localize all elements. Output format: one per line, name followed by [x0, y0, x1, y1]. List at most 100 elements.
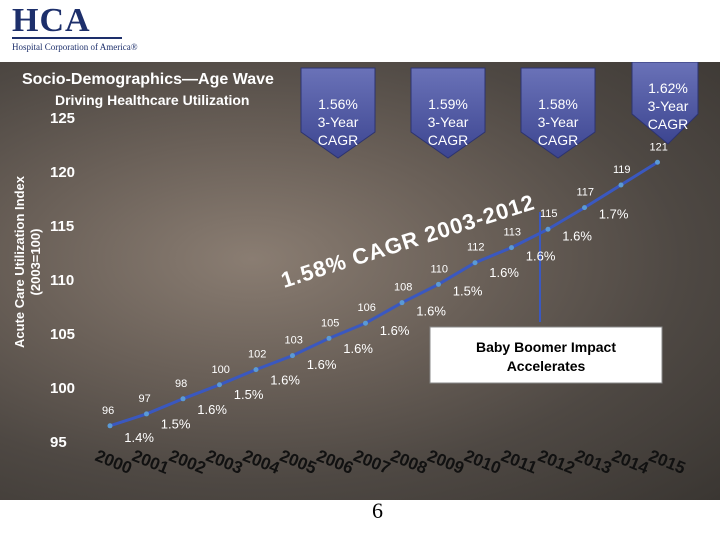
series-line — [109, 161, 659, 428]
cagr-callout-text: 1.56% — [318, 96, 358, 112]
data-point — [290, 353, 295, 359]
y-tick-label: 105 — [50, 326, 75, 343]
growth-label: 1.6% — [270, 373, 300, 388]
data-point — [144, 411, 149, 417]
cagr-callout — [631, 62, 699, 145]
point-value-label: 110 — [431, 263, 449, 275]
point-value-label: 96 — [102, 405, 114, 417]
y-tick-label: 110 — [50, 272, 74, 289]
plot-area: 1.58% CAGR 2003-201296979810010210310510… — [102, 141, 668, 445]
data-point — [472, 260, 478, 266]
data-point — [545, 226, 551, 232]
y-tick-label: 100 — [50, 380, 75, 397]
line-chart: Socio-Demographics—Age Wave Driving Heal… — [12, 62, 699, 478]
point-value-label: 119 — [613, 164, 631, 176]
x-axis: 2000200120022003200420052006200720082009… — [93, 446, 689, 478]
data-point — [107, 423, 113, 429]
growth-label: 1.6% — [416, 304, 446, 319]
point-value-label: 103 — [285, 335, 303, 347]
growth-label: 1.6% — [307, 357, 337, 372]
cagr-callout-text: 3-Year — [428, 114, 469, 130]
point-value-label: 117 — [577, 187, 595, 199]
data-point — [326, 335, 332, 341]
growth-label: 1.4% — [124, 430, 154, 445]
data-point — [509, 245, 514, 251]
growth-label: 1.6% — [526, 248, 556, 263]
cagr-callout-text: 1.62% — [648, 80, 688, 96]
y-axis: Acute Care Utilization Index (2003=100) 95… — [12, 110, 75, 451]
chart-title: Socio-Demographics—Age Wave — [22, 71, 274, 88]
point-value-label: 108 — [394, 282, 412, 294]
x-tick-label: 2014 — [609, 446, 652, 478]
growth-label: 1.6% — [380, 323, 410, 338]
x-tick-label: 2003 — [203, 446, 245, 478]
annotation-box — [429, 326, 663, 384]
annotation-text: Accelerates — [507, 358, 586, 374]
data-point — [217, 382, 222, 388]
point-value-label: 121 — [650, 141, 668, 153]
x-tick-label: 2004 — [240, 446, 283, 478]
x-tick-label: 2005 — [277, 446, 319, 478]
y-tick-label: 115 — [50, 218, 74, 235]
x-tick-label: 2013 — [572, 446, 614, 478]
point-value-label: 105 — [321, 317, 339, 329]
point-value-label: 113 — [504, 227, 522, 239]
data-point — [399, 300, 405, 306]
x-tick-label: 2010 — [462, 446, 504, 478]
cagr-callout-text: 3-Year — [648, 98, 689, 114]
y-tick-label: 120 — [50, 164, 75, 181]
cagr-callout-text: CAGR — [428, 132, 468, 148]
point-value-label: 115 — [540, 208, 558, 220]
cagr-callout-text: CAGR — [318, 132, 358, 148]
y-tick-label: 95 — [50, 434, 67, 451]
x-tick-label: 2006 — [314, 446, 356, 478]
logo-rule — [12, 37, 122, 39]
growth-label: 1.5% — [453, 284, 483, 299]
cagr-callout-text: CAGR — [538, 132, 578, 148]
point-value-label: 100 — [212, 364, 230, 376]
data-point — [436, 281, 441, 287]
growth-label: 1.6% — [197, 402, 227, 417]
cagr-callout-text: CAGR — [648, 116, 688, 132]
x-tick-label: 2000 — [93, 446, 135, 478]
growth-label: 1.6% — [489, 265, 519, 280]
point-value-label: 112 — [467, 242, 485, 254]
x-tick-label: 2015 — [646, 446, 688, 478]
point-value-label: 102 — [248, 349, 266, 361]
cagr-callout-text: 1.58% — [538, 96, 578, 112]
growth-label: 1.5% — [161, 416, 191, 431]
hca-logo: HCA — [12, 2, 91, 39]
baby-boomer-annotation: Baby Boomer Impact Accelerates — [429, 326, 663, 384]
growth-label: 1.6% — [343, 341, 373, 356]
x-tick-label: 2012 — [535, 446, 577, 478]
cagr-callout-text: 1.59% — [428, 96, 468, 112]
x-tick-label: 2001 — [129, 446, 171, 478]
data-point — [180, 396, 186, 402]
y-axis-label: Acute Care Utilization Index — [12, 175, 27, 348]
y-axis-label-unit: (2003=100) — [28, 229, 43, 296]
page-number: 6 — [372, 498, 383, 523]
x-tick-label: 2008 — [388, 446, 430, 478]
point-value-label: 106 — [358, 302, 376, 314]
point-value-label: 98 — [175, 378, 187, 390]
growth-label: 1.5% — [234, 387, 264, 402]
cagr-callout — [300, 67, 376, 159]
data-point — [582, 205, 587, 211]
x-tick-label: 2007 — [351, 446, 393, 478]
data-point — [363, 320, 368, 326]
growth-label: 1.6% — [562, 228, 592, 243]
y-tick-label: 125 — [50, 110, 75, 127]
slide-header: HCA Hospital Corporation of America® — [0, 0, 720, 62]
cagr-callouts: 1.56% 3-Year CAGR 1.59% 3-Year CAGR 1.58% 3-Yea… — [300, 62, 699, 159]
x-tick-label: 2011 — [498, 446, 539, 477]
annotation-text: Baby Boomer Impact — [476, 339, 616, 355]
data-point — [253, 367, 259, 373]
cagr-callout — [410, 67, 486, 159]
cagr-callout-text: 3-Year — [318, 114, 359, 130]
data-point — [618, 182, 624, 188]
cagr-callout — [520, 67, 596, 159]
chart-panel: Socio-Demographics—Age Wave Driving Heal… — [0, 62, 720, 500]
point-value-label: 97 — [139, 393, 151, 405]
growth-label: 1.7% — [599, 206, 629, 221]
